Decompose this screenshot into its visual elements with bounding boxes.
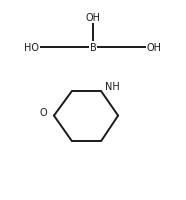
Text: B: B	[90, 43, 96, 53]
Text: HO: HO	[24, 43, 39, 53]
Text: OH: OH	[147, 43, 162, 53]
Text: OH: OH	[86, 13, 100, 23]
Text: NH: NH	[105, 82, 120, 92]
Text: O: O	[40, 107, 47, 117]
